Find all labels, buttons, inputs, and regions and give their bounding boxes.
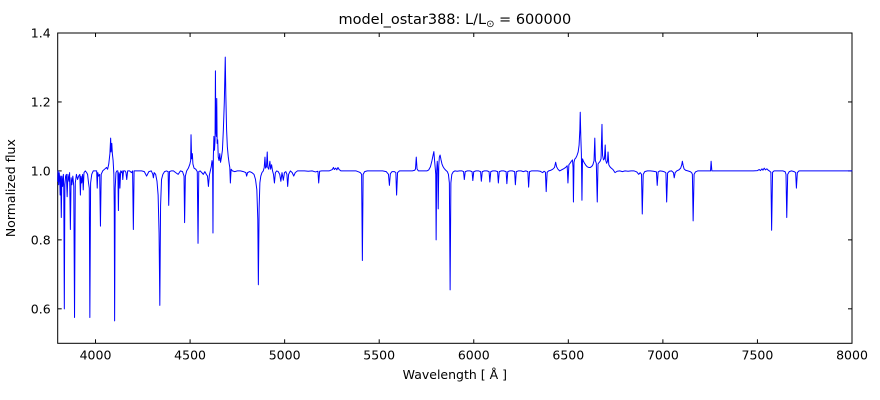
x-tick-label: 8000: [836, 347, 868, 362]
y-axis-label: Normalized flux: [3, 139, 18, 237]
x-tick-label: 6500: [552, 347, 584, 362]
x-tick-label: 4000: [80, 347, 112, 362]
y-tick-label: 1.0: [31, 163, 51, 178]
axis-tick-labels: 4000 4500 5000 5500 6000 6500 7000 7500 8000 0.6 0…: [31, 26, 868, 363]
plot-border: [57, 32, 853, 344]
x-tick-label: 5500: [363, 347, 395, 362]
x-tick-label: 5000: [269, 347, 301, 362]
axis-ticks: [57, 32, 853, 344]
plot-title-prefix: model_ostar388: L/L: [338, 12, 486, 28]
plot-title-suffix: = 600000: [494, 12, 571, 28]
x-tick-label: 7000: [647, 347, 679, 362]
spectrum-line: [57, 56, 853, 322]
y-tick-label: 0.8: [31, 232, 51, 247]
y-tick-label: 1.4: [31, 26, 51, 41]
x-axis-label: Wavelength [ Å ]: [403, 367, 507, 382]
sun-symbol: ⊙: [486, 19, 494, 30]
x-tick-label: 6000: [458, 347, 490, 362]
plot-title: model_ostar388: L/L⊙ = 600000: [338, 12, 571, 30]
y-tick-label: 1.2: [31, 94, 51, 109]
x-tick-label: 4500: [174, 347, 206, 362]
x-tick-label: 7500: [742, 347, 774, 362]
y-tick-label: 0.6: [31, 301, 51, 316]
